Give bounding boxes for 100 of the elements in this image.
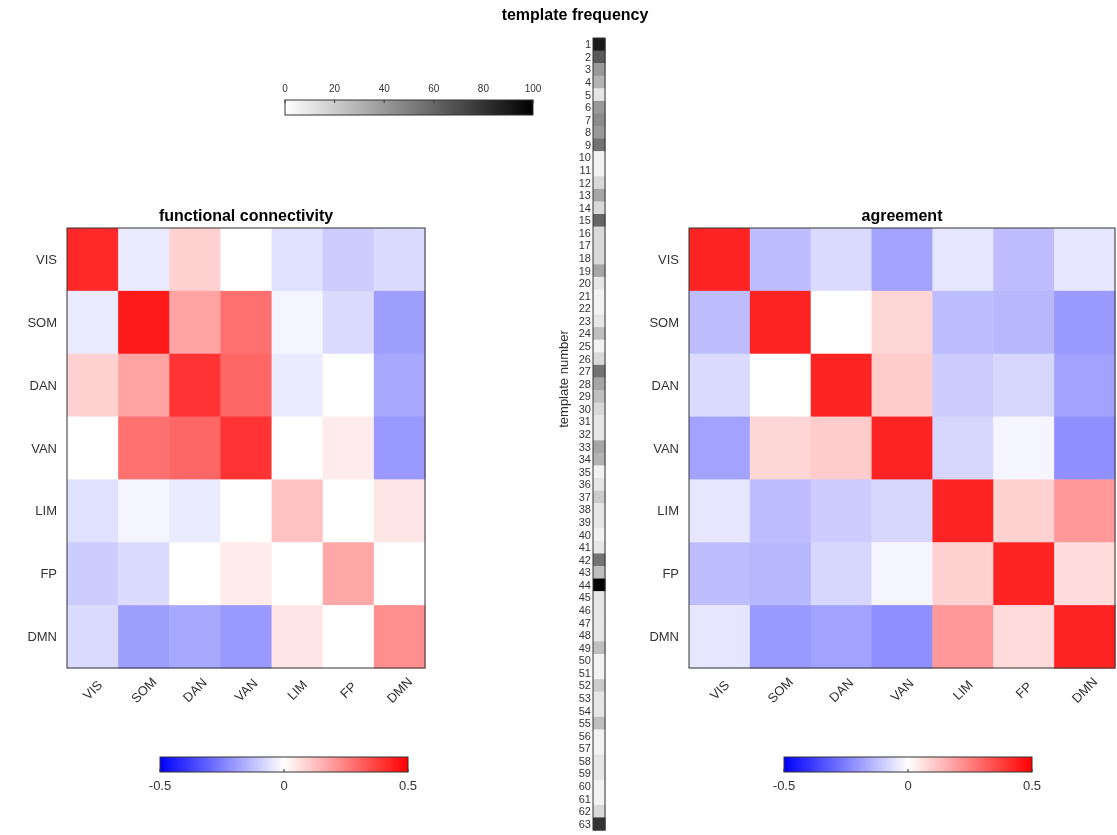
y-tick-label: 54	[578, 704, 591, 717]
y-tick-label: 28	[578, 377, 591, 390]
chart-title: agreement	[861, 207, 944, 224]
y-tick-label: VAN	[653, 440, 679, 456]
y-tick-label: 6	[584, 101, 591, 114]
y-tick-label: 3	[584, 63, 591, 76]
color-bar-label: 0.5	[398, 778, 418, 793]
y-tick-label: 1	[584, 38, 591, 51]
y-tick-label: 49	[578, 641, 591, 654]
y-tick-label: 35	[578, 465, 591, 478]
y-tick-label: 51	[578, 666, 591, 679]
y-tick-label: 12	[578, 176, 591, 189]
y-tick-label: 27	[578, 365, 591, 378]
y-tick-label: SOM	[27, 314, 57, 330]
y-tick-label: DMN	[27, 629, 57, 645]
y-tick-label: 52	[578, 679, 591, 692]
y-tick-label: 62	[578, 805, 591, 818]
y-tick-label: 47	[578, 616, 591, 629]
y-tick-label: FP	[40, 566, 57, 582]
y-tick-label: 41	[578, 541, 591, 554]
color-bar-label: 40	[378, 83, 391, 94]
y-tick-label: 58	[578, 754, 591, 767]
x-tick-label: VAN	[231, 675, 261, 705]
y-tick-label: 56	[578, 729, 591, 742]
y-tick-label: VAN	[31, 440, 57, 456]
x-tick-label: FP	[1012, 678, 1035, 702]
y-tick-label: 19	[578, 264, 591, 277]
color-bar-label: 20	[329, 83, 341, 94]
y-tick-label: 13	[578, 189, 591, 202]
y-tick-label: 14	[578, 201, 591, 214]
x-tick-label: FP	[337, 678, 360, 702]
y-tick-label: DAN	[651, 377, 679, 393]
y-tick-label: 18	[578, 252, 591, 264]
y-tick-label: 53	[578, 692, 591, 704]
y-tick-label: FP	[662, 566, 679, 582]
color-bar-label: 0	[280, 778, 288, 793]
color-bar-label: 0	[282, 83, 289, 94]
y-tick-label: DMN	[649, 629, 679, 645]
y-tick-label: 25	[578, 340, 591, 352]
y-tick-label: 42	[578, 553, 591, 566]
x-tick-label: LIM	[949, 677, 976, 703]
y-tick-label: 10	[578, 151, 591, 164]
y-tick-label: 59	[578, 767, 591, 780]
y-axis-title: template number	[556, 329, 571, 428]
y-tick-label: 15	[578, 214, 591, 227]
color-bar-label: 0	[904, 778, 912, 793]
y-tick-label: 33	[578, 440, 591, 453]
y-tick-label: 16	[578, 226, 591, 239]
color-bar-label: 0.5	[1022, 778, 1042, 793]
y-tick-label: 30	[578, 402, 591, 415]
y-tick-label: 4	[584, 76, 591, 88]
y-tick-label: 9	[584, 138, 591, 151]
x-tick-label: VIS	[706, 677, 733, 703]
y-tick-label: 20	[578, 277, 591, 290]
x-tick-label: LIM	[284, 677, 311, 703]
y-tick-label: 63	[578, 817, 591, 830]
y-tick-label: LIM	[35, 503, 57, 519]
y-tick-label: 32	[578, 428, 591, 440]
x-tick-label: VIS	[79, 677, 106, 703]
y-tick-label: 34	[578, 453, 591, 466]
y-tick-label: 55	[578, 717, 591, 730]
y-tick-label: SOM	[649, 314, 679, 330]
y-tick-label: 36	[578, 478, 591, 491]
y-tick-label: 45	[578, 591, 591, 604]
y-tick-label: 57	[578, 742, 591, 755]
x-tick-label: VAN	[887, 675, 917, 705]
y-tick-label: 40	[578, 528, 591, 541]
y-tick-label: 31	[578, 415, 591, 428]
y-tick-label: 17	[578, 239, 591, 252]
y-tick-label: 39	[578, 516, 591, 528]
y-tick-label: 48	[578, 629, 591, 642]
y-tick-label: 43	[578, 566, 591, 579]
y-tick-label: VIS	[658, 251, 680, 267]
y-tick-label: 24	[578, 327, 591, 340]
y-tick-label: 29	[578, 390, 591, 403]
y-tick-label: 60	[578, 780, 591, 792]
y-tick-label: 23	[578, 314, 591, 327]
y-tick-label: 44	[578, 578, 591, 591]
y-tick-label: VIS	[36, 251, 58, 267]
y-tick-label: 22	[578, 302, 591, 315]
y-tick-label: 7	[584, 113, 591, 126]
y-tick-label: 11	[579, 164, 591, 176]
y-tick-label: 37	[578, 490, 591, 503]
color-bar-label: -0.5	[148, 778, 172, 793]
color-bar-label: 60	[428, 83, 440, 94]
y-tick-label: 5	[584, 88, 591, 101]
color-bar-label: -0.5	[772, 778, 796, 793]
chart-title: functional connectivity	[158, 207, 334, 224]
y-tick-label: 46	[578, 604, 591, 616]
color-bar-label: 80	[477, 83, 490, 94]
y-tick-label: 61	[578, 792, 591, 805]
y-tick-label: LIM	[657, 503, 679, 519]
y-tick-label: DAN	[29, 377, 57, 393]
y-tick-label: 8	[584, 126, 591, 139]
y-tick-label: 2	[584, 50, 591, 63]
y-tick-label: 26	[578, 352, 591, 365]
y-tick-label: 21	[578, 289, 591, 302]
y-tick-label: 50	[578, 654, 591, 667]
color-bar-label: 100	[524, 83, 542, 94]
chart-title: template frequency	[501, 6, 649, 23]
